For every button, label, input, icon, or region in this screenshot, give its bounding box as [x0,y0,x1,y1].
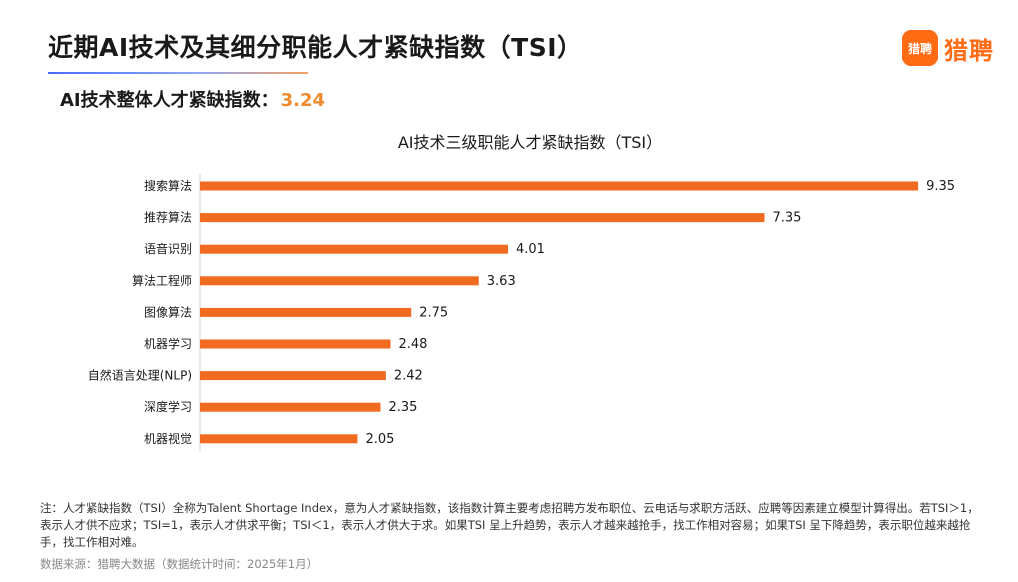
category-label: 机器学习 [144,336,192,351]
category-label: 搜索算法 [144,178,192,193]
page-title: 近期AI技术及其细分职能人才紧缺指数（TSI） [48,33,583,62]
overall-index: AI技术整体人才紧缺指数： 3.24 [60,86,325,112]
value-label: 2.35 [388,400,417,415]
category-label: 深度学习 [144,399,192,414]
overall-index-value: 3.24 [280,90,326,111]
value-label: 7.35 [772,211,801,226]
value-label: 2.05 [365,432,394,447]
category-label: 算法工程师 [132,273,192,288]
bar [200,402,381,412]
bar [200,181,919,191]
bar [200,276,479,286]
value-label: 4.01 [516,242,545,257]
category-label: 推荐算法 [144,210,192,225]
data-source: 数据来源：猎聘大数据（数据统计时间：2025年1月） [40,557,319,571]
category-label: 语音识别 [144,241,192,256]
bars-group: 搜索算法 9.35 推荐算法 7.35 语音识别 4.01 算法工程师 3.63 图像算法 2.7… [88,174,955,451]
bar [200,244,508,254]
bar [200,371,386,381]
liepin-logo: 猎聘 猎聘 [902,30,994,66]
overall-index-label: AI技术整体人才紧缺指数： [60,90,279,111]
tsi-bar-chart: AI技术三级职能人才紧缺指数（TSI） 搜索算法 9.35 推荐算法 7.35 语音识别… [88,133,955,451]
value-label: 2.75 [419,305,448,320]
bar [200,339,391,349]
value-label: 9.35 [926,179,955,194]
title-underline [48,72,308,74]
category-label: 自然语言处理(NLP) [88,368,192,383]
footnote: 注：人才紧缺指数（TSI）全称为Talent Shortage Index，意为… [40,501,979,549]
bar [200,213,765,223]
logo-text: 猎聘 [944,36,994,65]
category-label: 机器视觉 [144,431,192,446]
bar [200,434,358,444]
value-label: 3.63 [487,274,516,289]
category-label: 图像算法 [144,304,192,319]
bar [200,307,412,317]
value-label: 2.48 [398,337,427,352]
chart-title: AI技术三级职能人才紧缺指数（TSI） [398,133,662,152]
logo-badge-icon: 猎聘 [902,30,938,66]
value-label: 2.42 [394,369,423,384]
